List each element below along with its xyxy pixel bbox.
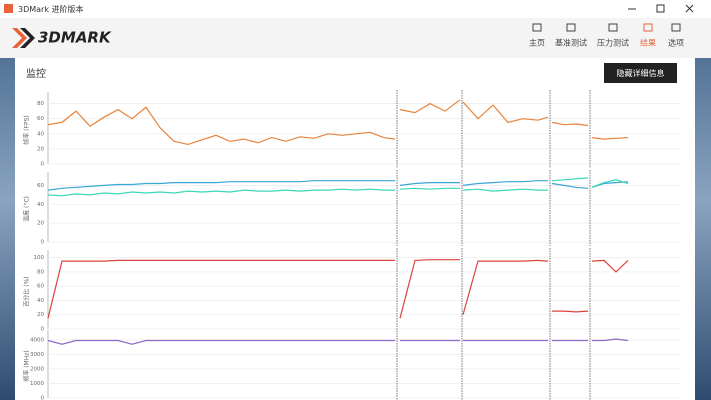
- y-tick-label: 40: [37, 298, 44, 304]
- y-tick-label: 1000: [30, 381, 44, 387]
- nav-icon[interactable]: [566, 23, 576, 32]
- nav-item[interactable]: 主页: [529, 38, 545, 48]
- y-tick-label: 2000: [30, 366, 44, 372]
- y-tick-label: 0: [41, 327, 45, 333]
- y-tick-label: 100: [34, 255, 45, 261]
- nav: 主页 基准测试 压力测试 结果 选项: [529, 23, 684, 48]
- nav-item[interactable]: 选项: [668, 38, 684, 48]
- app-icon: [4, 4, 13, 13]
- y-tick-label: 60: [37, 284, 44, 290]
- y-tick-label: 3000: [30, 352, 44, 358]
- title-bar: [0, 0, 711, 18]
- content-panel: [15, 58, 695, 400]
- y-tick-label: 20: [37, 221, 44, 227]
- series-line: [47, 338, 629, 345]
- y-tick-label: 20: [37, 146, 44, 152]
- y-axis-label: 频率 (MHz): [23, 350, 31, 381]
- maximize-button[interactable]: [656, 4, 665, 13]
- series-line: [47, 177, 629, 197]
- y-tick-label: 0: [41, 396, 45, 400]
- series-line: [47, 180, 629, 191]
- y-tick-label: 80: [37, 269, 44, 275]
- section-title: 监控: [26, 67, 46, 80]
- y-tick-label: 60: [37, 116, 44, 122]
- nav-icon[interactable]: [532, 23, 542, 32]
- y-tick-label: 4000: [30, 337, 44, 343]
- window-title: 3DMark 进阶版本: [18, 4, 84, 14]
- y-tick-label: 80: [37, 101, 44, 107]
- y-tick-label: 60: [37, 183, 44, 189]
- charts: 帧率 (FPS) 0 20 40 60 80 温度 (°C) 0 20 40 60 百分比 (%) 0 2…: [23, 90, 680, 400]
- y-tick-label: 0: [41, 162, 45, 168]
- logo-mark: [12, 28, 27, 48]
- logo-mark: [20, 28, 35, 48]
- nav-icon[interactable]: [671, 23, 681, 32]
- y-tick-label: 0: [41, 240, 45, 246]
- series-line: [47, 99, 629, 146]
- y-tick-label: 20: [37, 312, 44, 318]
- y-tick-label: 40: [37, 131, 44, 137]
- button-label[interactable]: 隐藏详细信息: [617, 68, 665, 78]
- header: [0, 18, 711, 58]
- y-axis-label: 百分比 (%): [23, 276, 31, 306]
- nav-icon[interactable]: [643, 23, 653, 32]
- nav-item[interactable]: 压力测试: [597, 38, 629, 48]
- series-line: [47, 259, 629, 319]
- nav-icon[interactable]: [608, 23, 618, 32]
- y-axis-label: 帧率 (FPS): [23, 115, 31, 144]
- y-axis-label: 温度 (°C): [23, 196, 31, 222]
- close-button[interactable]: [685, 4, 694, 13]
- toggle-details-button[interactable]: [604, 63, 677, 83]
- nav-item[interactable]: 基准测试: [555, 38, 587, 48]
- logo-text: 3DMARK: [38, 29, 112, 47]
- nav-item[interactable]: 结果: [640, 38, 656, 48]
- y-tick-label: 40: [37, 202, 44, 208]
